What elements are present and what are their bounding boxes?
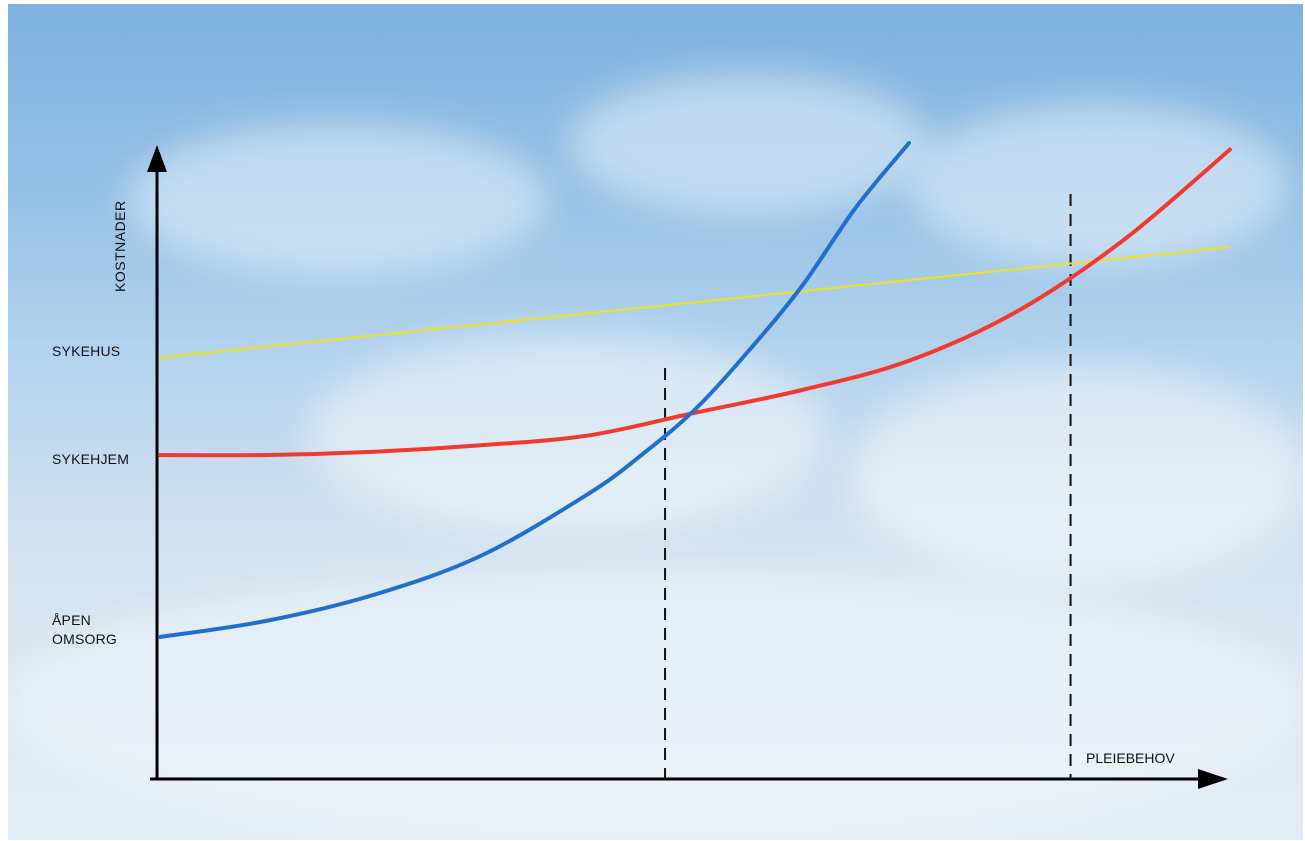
sky-background	[8, 4, 1303, 840]
series-line-sykehjem	[158, 147, 1232, 458]
x-axis-title: PLEIEBEHOV	[1086, 750, 1175, 766]
series-line--pen-omsorg	[158, 141, 911, 639]
series-line-sykehus	[159, 246, 1231, 359]
y-axis-arrow-icon	[147, 145, 167, 172]
y-axis-title: KOSTNADER	[112, 200, 128, 292]
x-axis-arrow-icon	[1198, 769, 1228, 789]
y-label-sykehus: SYKEHUS	[52, 343, 121, 359]
y-label-sykehjem: SYKEHJEM	[52, 451, 130, 467]
y-label-apen-omsorg: ÅPEN OMSORG	[52, 612, 117, 647]
